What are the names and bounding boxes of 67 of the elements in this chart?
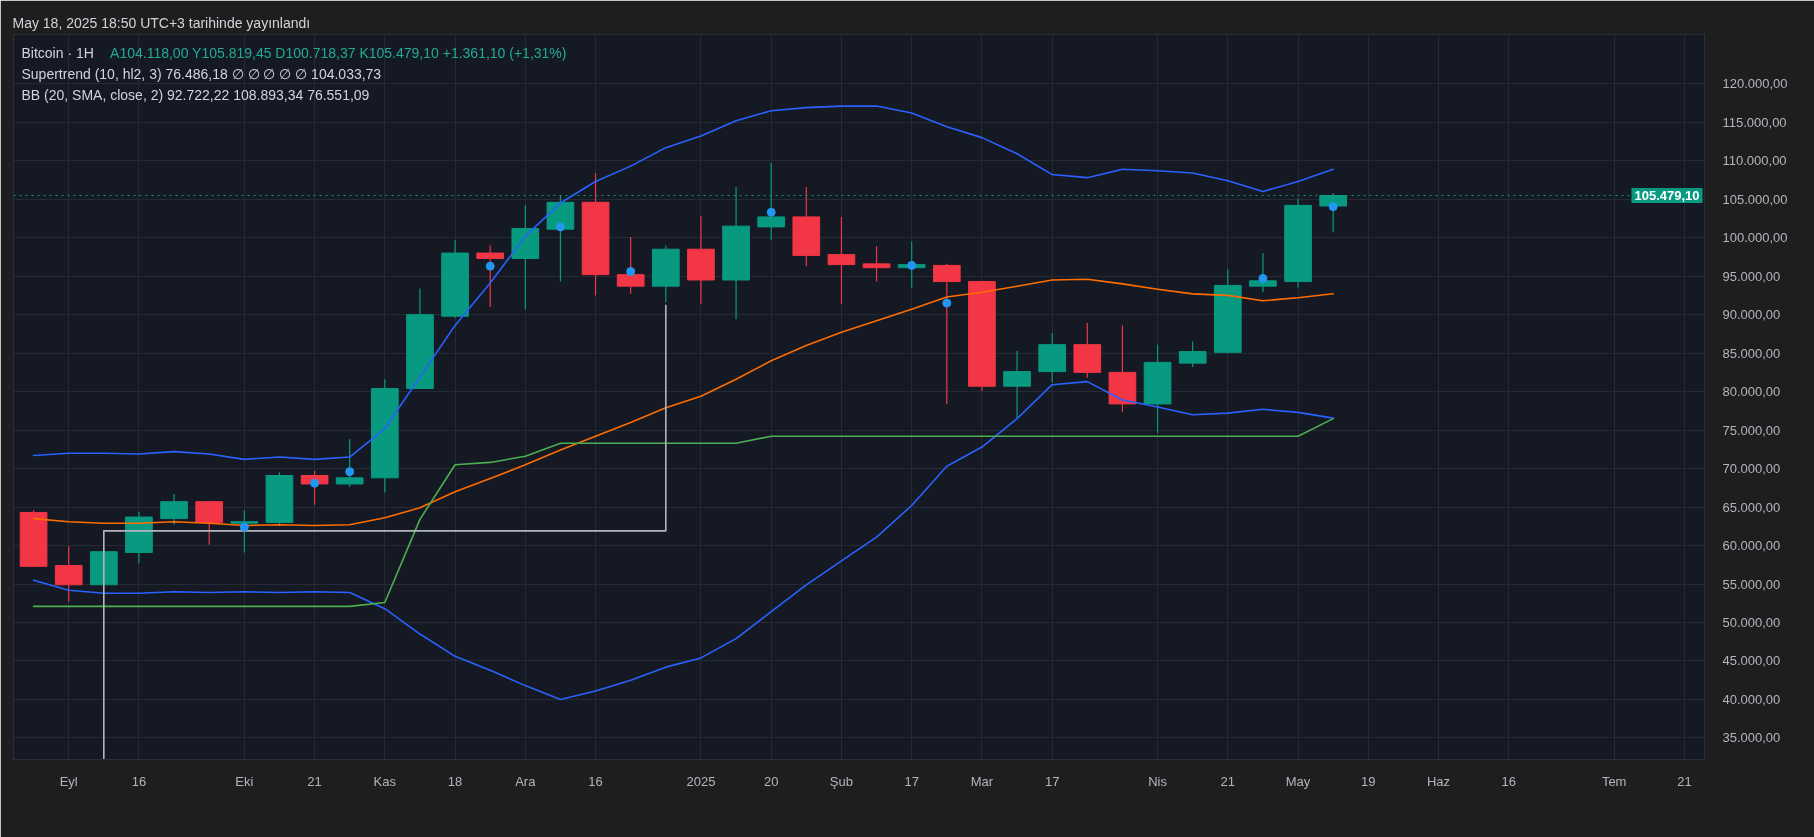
x-tick-label: 16	[588, 773, 603, 789]
y-tick-label: 50.000,00	[1722, 615, 1781, 630]
x-tick-label: Haz	[1427, 773, 1451, 789]
point	[310, 478, 320, 488]
y-tick-label: 120.000,00	[1722, 76, 1788, 92]
x-tick-label: 20	[763, 773, 779, 789]
candlestick	[827, 216, 856, 305]
annotation: Supertrend (10, hl2, 3) 76.486,18 ∅ ∅ ∅ ∅ ∅ 104.033,73	[21, 65, 382, 82]
point	[239, 522, 249, 532]
x-tick-label: Ara	[515, 773, 537, 789]
x-tick-label: 21	[1220, 773, 1236, 789]
annotation: A104.118,00 Y105.819,45 D100.718,37 K105.479,10 +1.361,10 (+1,31%)	[110, 44, 567, 61]
x-tick-label: 17	[904, 773, 919, 789]
point	[485, 261, 495, 271]
y-tick-label: 75.000,00	[1722, 422, 1781, 438]
y-tick-label: 105.000,00	[1722, 191, 1788, 207]
candlestick	[335, 438, 364, 488]
candlestick	[230, 509, 259, 554]
x-tick-label: 16	[1501, 773, 1517, 789]
ref-line-label: 105.479,10	[1634, 188, 1700, 204]
y-tick-label: 90.000,00	[1722, 307, 1781, 323]
line-series	[32, 105, 1334, 461]
point	[626, 267, 636, 277]
x-tick-label: 21	[1677, 773, 1692, 789]
x-tick-label: Eyl	[59, 773, 78, 789]
x-tick-label: Kas	[373, 773, 397, 789]
x-tick-label: 21	[307, 773, 322, 789]
y-tick-label: 55.000,00	[1722, 576, 1781, 592]
y-tick-label: 60.000,00	[1722, 538, 1781, 554]
x-tick-label: May	[1285, 773, 1311, 789]
y-tick-label: 110.000,00	[1722, 153, 1787, 169]
x-tick-label: Nis	[1148, 773, 1168, 789]
y-tick-label: 115.000,00	[1722, 114, 1787, 130]
x-tick-label: Şub	[829, 773, 854, 789]
x-tick-label: 16	[131, 773, 147, 789]
y-tick-label: 35.000,00	[1722, 730, 1781, 746]
point	[345, 467, 355, 477]
point	[1258, 273, 1268, 283]
candlestick	[476, 244, 505, 308]
y-tick-label: 45.000,00	[1722, 653, 1781, 669]
y-tick-label: 100.000,00	[1722, 230, 1788, 246]
x-tick-label: 18	[447, 773, 463, 789]
point	[907, 260, 917, 270]
text: May 18, 2025 18:50 UTC+3 tarihinde yayınlandı	[12, 15, 311, 31]
y-tick-label: 80.000,00	[1722, 384, 1781, 400]
annotation: BB (20, SMA, close, 2) 92.722,22 108.893,34 76.551,09	[21, 86, 370, 103]
x-tick-label: 19	[1361, 773, 1376, 789]
text: Bitcoin · 1H	[21, 44, 94, 61]
x-tick-label: Mar	[970, 773, 994, 789]
x-tick-label: 17	[1044, 773, 1060, 789]
y-tick-label: 65.000,00	[1722, 499, 1781, 515]
candlestick	[1249, 252, 1277, 293]
point	[555, 222, 565, 232]
line-series	[32, 417, 1334, 608]
y-tick-label: 85.000,00	[1722, 345, 1781, 361]
y-tick-label: 95.000,00	[1722, 268, 1781, 284]
x-tick-label: 2025	[686, 773, 716, 789]
line-series	[32, 380, 1334, 701]
candlestick	[932, 263, 961, 405]
point	[766, 207, 776, 217]
candlestick	[862, 245, 891, 283]
y-tick-label: 40.000,00	[1722, 691, 1781, 707]
point	[1328, 202, 1338, 212]
x-tick-label: Tem	[1601, 773, 1627, 789]
y-tick-label: 70.000,00	[1722, 461, 1781, 477]
point	[942, 298, 952, 308]
x-tick-label: Eki	[235, 773, 254, 789]
